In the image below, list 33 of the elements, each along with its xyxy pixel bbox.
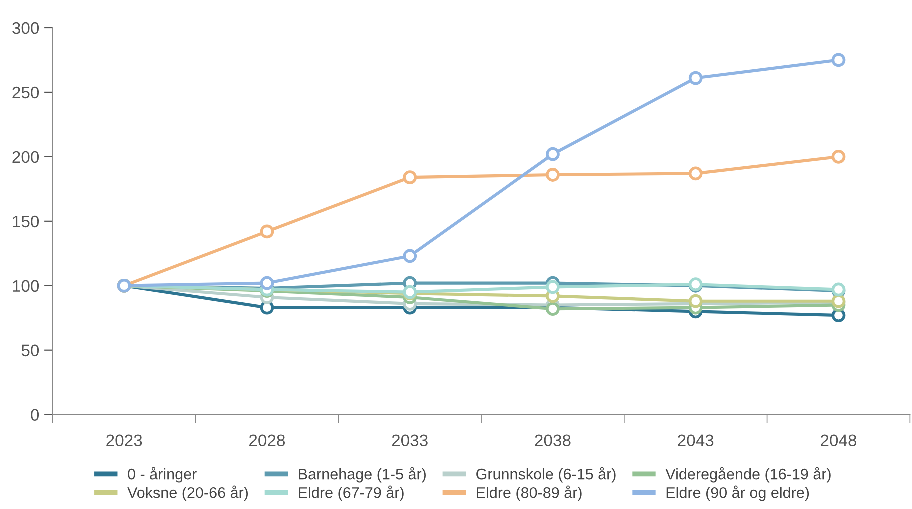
legend-label: Barnehage (1-5 år) [299,467,426,483]
y-tick-label: 150 [13,216,40,228]
point [832,53,846,68]
y-tick-label: 0 [31,409,40,422]
legend-label: Eldre (67-79 år) [299,486,404,502]
y-tick-label: 100 [13,280,40,292]
point [403,170,418,185]
legend-label: Eldre (80-89 år) [477,486,582,502]
point [546,147,560,162]
x-tick-label: 2028 [250,434,286,447]
y-tick-label: 250 [12,86,40,99]
legend-label: 0 - åringer [128,467,197,483]
x-tick-label: 2048 [821,434,857,447]
point [688,71,703,86]
x-tick-label: 2033 [392,434,428,447]
point [688,166,703,181]
x-tick-label: 2043 [678,434,714,447]
point [688,294,703,308]
point [403,249,418,264]
point [260,224,274,239]
legend-label: Voksne (20-66 år) [128,486,248,502]
y-tick-label: 300 [12,22,40,34]
legend-label: Eldre (90 år og eldre) [666,486,810,502]
point [546,280,560,294]
y-tick-label: 50 [22,344,40,357]
point [832,150,846,164]
legend-label: Videregående (16-19 år) [666,467,831,483]
point [546,168,560,182]
legend-label: Grunnskole (6-15 år) [476,467,616,483]
y-tick-label: 200 [12,151,40,164]
x-tick-label: 2023 [106,434,142,447]
point [260,276,274,290]
x-tick-label: 2038 [535,434,571,447]
